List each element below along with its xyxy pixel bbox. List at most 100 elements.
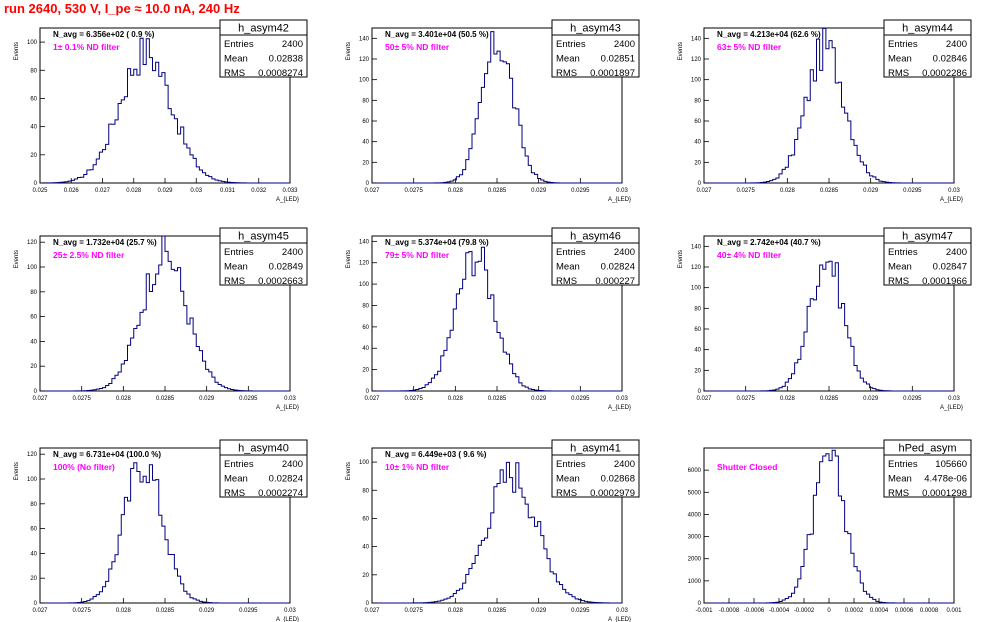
stats-label: Mean	[224, 474, 248, 485]
stats-value: 0.02849	[269, 262, 303, 273]
histogram-line	[372, 461, 623, 604]
stats-label: Mean	[556, 474, 580, 485]
x-axis-title: A_{LED}	[608, 617, 631, 622]
stats-box	[551, 439, 640, 498]
x-tick-label: 0.0002	[845, 608, 864, 614]
stats-label: RMS	[224, 276, 245, 287]
y-tick-label: 40	[694, 140, 701, 146]
x-tick-label: 0.0275	[404, 608, 423, 614]
histogram-line	[704, 449, 954, 604]
stats-box	[883, 19, 972, 78]
stats-value: 0.0002286	[922, 68, 967, 79]
y-axis-title: Events	[678, 250, 684, 268]
x-axis-title: A_{LED}	[608, 405, 631, 411]
histogram-name: h_asym40	[238, 443, 289, 455]
filter-annotation: Shutter Closed	[717, 462, 777, 472]
stats-value: 2400	[614, 247, 635, 258]
y-tick-label: 120	[359, 261, 370, 267]
stats-label: RMS	[556, 68, 577, 79]
histogram-name: h_asym43	[570, 23, 621, 35]
x-tick-label: 0.029	[199, 396, 215, 402]
stats-label: Entries	[556, 39, 586, 50]
stats-label: RMS	[888, 276, 909, 287]
x-tick-label: 0.0285	[488, 608, 507, 614]
x-tick-label: 0.0275	[404, 396, 423, 402]
y-tick-label: 2000	[688, 557, 702, 563]
x-tick-label: 0.0008	[920, 608, 939, 614]
histogram-pad-hPed_asym: -0.001 -0.0008 -0.0006 -0.0004 -0.0002 0 0.000…	[688, 439, 972, 614]
histogram-name: h_asym47	[902, 231, 953, 243]
y-axis-title: Events	[14, 462, 20, 480]
x-tick-label: 0.027	[364, 188, 380, 194]
y-tick-label: 60	[30, 96, 37, 102]
x-tick-label: 0.0285	[156, 608, 175, 614]
y-tick-label: 20	[694, 368, 701, 374]
histogram-name: h_asym41	[570, 443, 621, 455]
stats-label: Entries	[888, 39, 918, 50]
stats-box	[883, 227, 972, 286]
x-tick-label: -0.001	[695, 608, 713, 614]
stats-value: 0.02846	[933, 54, 967, 65]
y-axis-title: Events	[346, 462, 352, 480]
x-axis-title: A_{LED}	[276, 617, 299, 622]
x-tick-label: 0.028	[780, 396, 796, 402]
stats-value: 0.0002979	[590, 488, 635, 499]
stats-box	[219, 19, 308, 78]
stats-value: 2400	[282, 459, 303, 470]
navg-text: N_avg = 6.449e+03 ( 9.6 %)	[385, 450, 487, 459]
x-axis-title: A_{LED}	[608, 197, 631, 203]
stats-value: 4.478e-06	[924, 474, 967, 485]
x-tick-label: 0.0285	[156, 396, 175, 402]
y-tick-label: 0	[366, 389, 370, 395]
x-tick-label: 0.028	[780, 188, 796, 194]
x-tick-label: 0.029	[199, 608, 215, 614]
y-tick-label: 0	[34, 601, 38, 607]
stats-value: 0.0001966	[922, 276, 967, 287]
stats-value: 2400	[282, 247, 303, 258]
y-tick-label: 80	[30, 502, 37, 508]
stats-value: 105660	[935, 459, 967, 470]
x-axis-title: A_{LED}	[276, 197, 299, 203]
y-tick-label: 0	[34, 181, 38, 187]
histogram-line	[372, 246, 622, 392]
histogram-pad-h_asym42: 0.025 0.026 0.027 0.028 0.029 0.03 0.031 0.032 0…	[14, 19, 308, 203]
x-tick-label: 0.0004	[870, 608, 889, 614]
x-tick-label: 0	[827, 608, 831, 614]
histogram-line	[372, 31, 622, 184]
x-tick-label: 0.03	[616, 188, 628, 194]
stats-label: RMS	[888, 68, 909, 79]
y-tick-label: 3000	[688, 535, 702, 541]
y-tick-label: 20	[30, 153, 37, 159]
filter-annotation: 1± 0.1% ND filter	[53, 42, 120, 52]
y-axis-title: Events	[14, 250, 20, 268]
x-tick-label: 0.028	[448, 396, 464, 402]
x-tick-label: 0.0295	[239, 396, 258, 402]
x-tick-label: 0.028	[448, 188, 464, 194]
stats-label: Entries	[224, 247, 254, 258]
stats-label: RMS	[888, 488, 909, 499]
filter-annotation: 40± 4% ND filter	[717, 250, 782, 260]
stats-label: Mean	[888, 54, 912, 65]
y-tick-label: 120	[359, 57, 370, 63]
y-tick-label: 60	[694, 119, 701, 125]
y-tick-label: 40	[30, 339, 37, 345]
stats-label: Mean	[224, 54, 248, 65]
y-tick-label: 20	[362, 573, 369, 579]
x-tick-label: 0.029	[531, 608, 547, 614]
x-tick-label: 0.0275	[736, 396, 755, 402]
histogram-pad-h_asym44: 0.027 0.0275 0.028 0.0285 0.029 0.0295 0.03 0 20…	[678, 19, 972, 203]
y-tick-label: 0	[34, 389, 38, 395]
histogram-name: h_asym46	[570, 231, 621, 243]
stats-label: Entries	[888, 459, 918, 470]
y-tick-label: 100	[691, 286, 702, 292]
stats-value: 2400	[946, 247, 967, 258]
x-tick-label: 0.03	[190, 188, 202, 194]
filter-annotation: 100% (No filter)	[53, 462, 115, 472]
x-tick-label: 0.027	[364, 608, 380, 614]
y-tick-label: 100	[27, 477, 38, 483]
x-tick-label: 0.028	[448, 608, 464, 614]
stats-value: 2400	[946, 39, 967, 50]
stats-label: Entries	[556, 459, 586, 470]
x-tick-label: 0.0295	[903, 396, 922, 402]
histogram-name: hPed_asym	[898, 443, 956, 455]
